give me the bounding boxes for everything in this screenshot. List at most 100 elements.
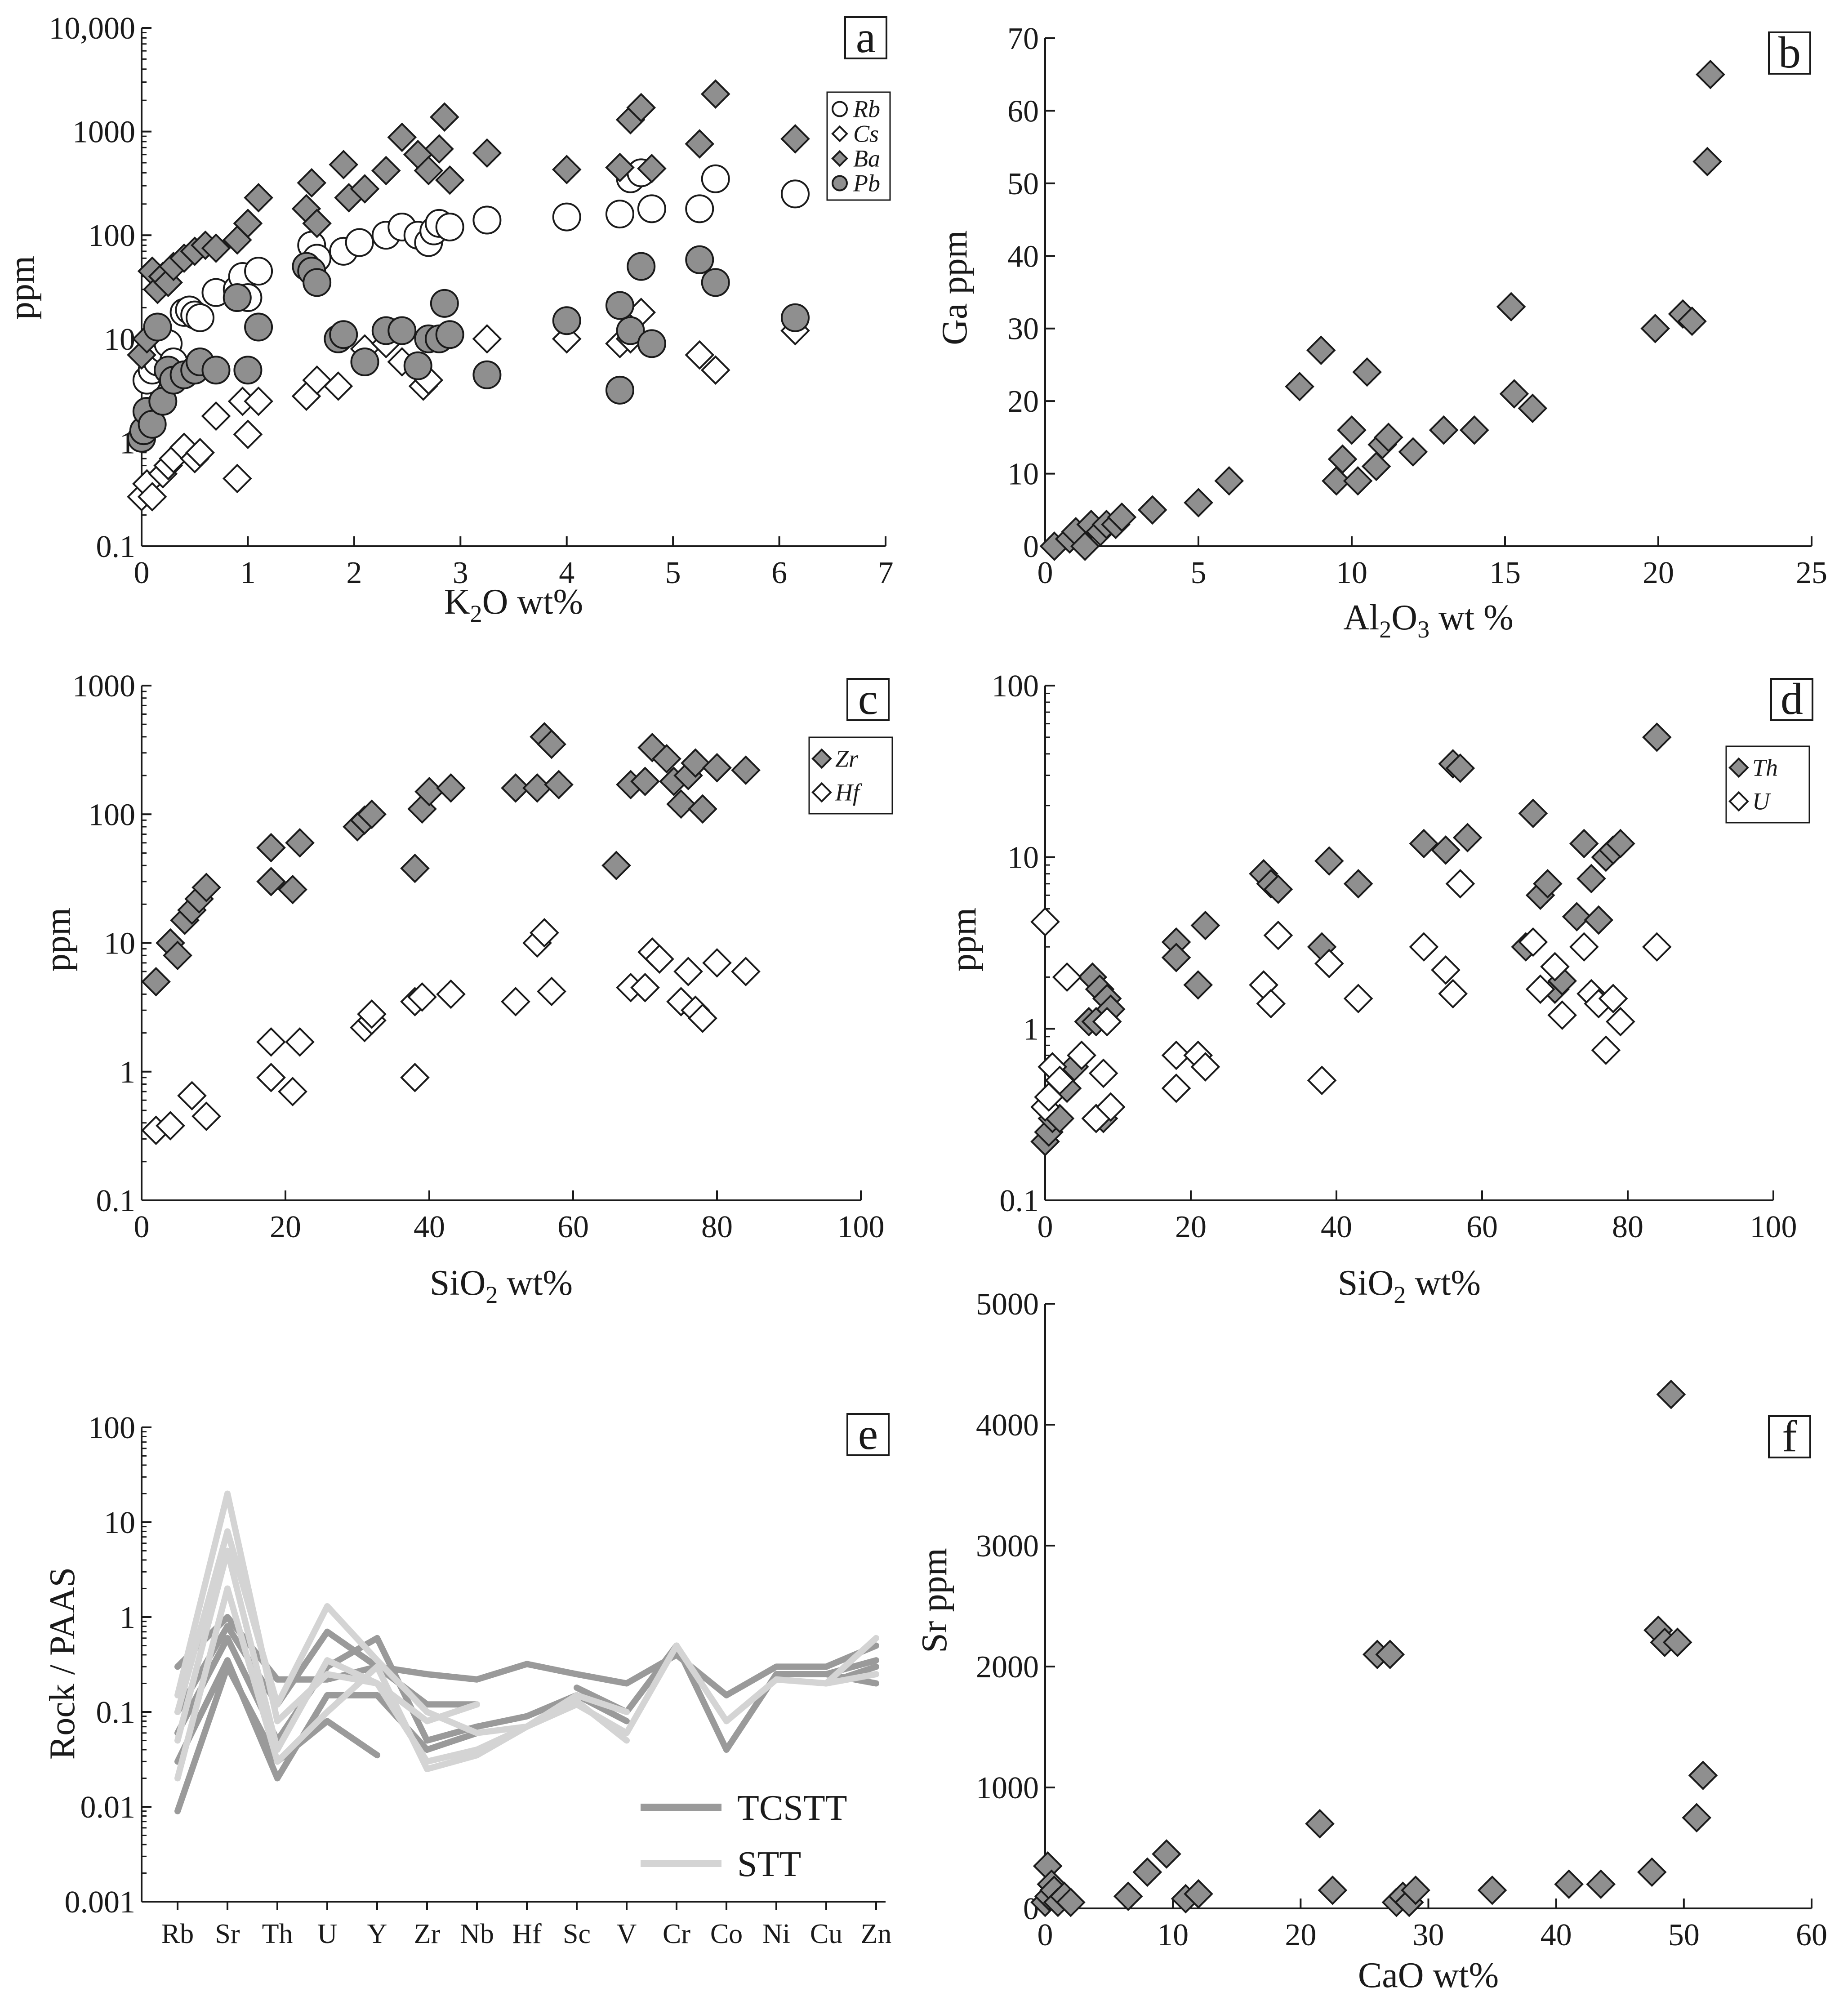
y-tick-label: 10 (1007, 841, 1039, 875)
data-point-u (1314, 949, 1344, 979)
x-tick-label: 20 (1285, 1918, 1316, 1952)
data-point-sr (1637, 1857, 1667, 1887)
data-point-cs (201, 401, 231, 431)
x-tick-label-rb: Rb (161, 1919, 194, 1949)
data-point-rb (472, 205, 502, 235)
data-point-sr (1586, 1869, 1616, 1899)
data-point-zr (278, 874, 307, 905)
data-point-sr (1305, 1809, 1335, 1839)
data-point-u (1161, 1073, 1191, 1103)
data-point-zr (522, 773, 552, 803)
data-point-ga (1459, 415, 1489, 445)
data-point-ba (244, 183, 273, 213)
data-point-ga (1184, 488, 1213, 517)
series-sr (1030, 1379, 1718, 1917)
data-point-pb (303, 268, 332, 297)
panel-label-box (1768, 1415, 1811, 1458)
data-point-u (1256, 989, 1286, 1019)
data-point-th (1562, 902, 1592, 931)
data-point-ba (233, 209, 263, 238)
y-tick-label: 10 (104, 1506, 135, 1540)
data-point-ba (302, 209, 332, 238)
data-point-u (1030, 907, 1060, 937)
data-point-cs (302, 365, 332, 395)
y-tick-label: 60 (1007, 94, 1039, 129)
x-tick-label: 1 (240, 556, 256, 590)
x-tick-label: 80 (701, 1210, 733, 1244)
data-point-ga (1361, 451, 1391, 481)
data-point-ga (1137, 495, 1167, 525)
panel-label: c (858, 674, 878, 724)
data-point-zr (666, 789, 696, 819)
y-tick-label: 1000 (976, 1771, 1039, 1805)
data-point-ga (1499, 379, 1529, 409)
data-point-ba (387, 122, 417, 152)
data-point-u (1438, 979, 1468, 1009)
x-tick-label: 3 (453, 556, 468, 590)
data-point-sr (1132, 1857, 1162, 1887)
x-tick-label-ni: Ni (762, 1919, 790, 1949)
data-point-sr (1477, 1875, 1507, 1905)
x-tick-label-sc: Sc (563, 1919, 591, 1949)
data-point-th (1409, 829, 1439, 859)
y-tick-label: 1 (120, 1055, 135, 1090)
data-point-hf (731, 957, 761, 986)
series-zr (141, 722, 761, 997)
x-axis-label-subscript: 2 (1394, 1281, 1406, 1308)
panel-d: 0.1 1 10 100 0 20 40 60 80 100 SiO2 wt% ppm d Th U (944, 669, 1813, 1308)
x-tick-label: 0 (1038, 1210, 1053, 1244)
x-tick-label: 7 (878, 556, 894, 590)
y-tick-label: 10 (104, 322, 135, 357)
y-tick-label: 100 (88, 798, 135, 832)
x-tick-label-zn: Zn (861, 1919, 892, 1949)
y-tick-label: 0.1 (96, 1695, 136, 1730)
data-point-ba (626, 93, 656, 123)
x-axis-label-part: CaO wt% (1358, 1956, 1499, 1995)
data-point-pb (605, 291, 634, 320)
x-tick-label-cr: Cr (663, 1919, 690, 1949)
data-point-ba (637, 153, 667, 183)
legend-label-th: Th (1752, 754, 1778, 781)
panel-label-box (1770, 678, 1813, 721)
data-point-hf (673, 957, 703, 986)
legend-label-pb: Pb (853, 170, 880, 197)
data-point-zr (537, 729, 566, 759)
data-point-pb (329, 320, 358, 349)
data-point-th (1190, 910, 1220, 940)
data-point-hf (645, 944, 674, 974)
data-point-ba (472, 138, 502, 168)
data-point-hf (357, 999, 387, 1029)
x-tick-label-u: U (317, 1919, 338, 1949)
data-point-th (1452, 823, 1483, 853)
x-tick-label: 15 (1489, 556, 1521, 590)
y-tick-label: 2000 (976, 1650, 1039, 1685)
data-point-u (1605, 1007, 1635, 1037)
x-axis-label: SiO2 wt% (1338, 1263, 1481, 1308)
panel-label-box (1768, 31, 1811, 75)
data-point-hf (177, 1081, 207, 1111)
x-tick-label: 100 (837, 1210, 885, 1244)
data-point-ga (1496, 292, 1526, 322)
data-point-ga (1343, 466, 1373, 496)
data-point-rb (186, 303, 215, 332)
x-axis-label-subscript: 3 (1417, 616, 1429, 643)
panel-label: d (1781, 674, 1803, 724)
x-tick-label-hf: Hf (512, 1919, 542, 1949)
data-point-ba (371, 156, 401, 186)
legend-label-zr: Zr (835, 745, 859, 772)
x-tick-label: 60 (1466, 1210, 1498, 1244)
series-pb (127, 245, 810, 453)
series-cs (127, 298, 810, 512)
legend-label-cs: Cs (853, 120, 879, 147)
data-point-zr (702, 753, 732, 783)
data-point-rb (244, 257, 273, 286)
data-point-pb (435, 320, 464, 349)
data-point-u (1569, 932, 1599, 962)
y-tick-label: 1000 (72, 115, 135, 150)
data-point-u (1161, 1040, 1191, 1070)
data-point-pb (701, 268, 730, 297)
data-point-sr (1318, 1875, 1348, 1905)
legend-label-stt: STT (737, 1845, 801, 1884)
x-tick-label: 40 (414, 1210, 445, 1244)
